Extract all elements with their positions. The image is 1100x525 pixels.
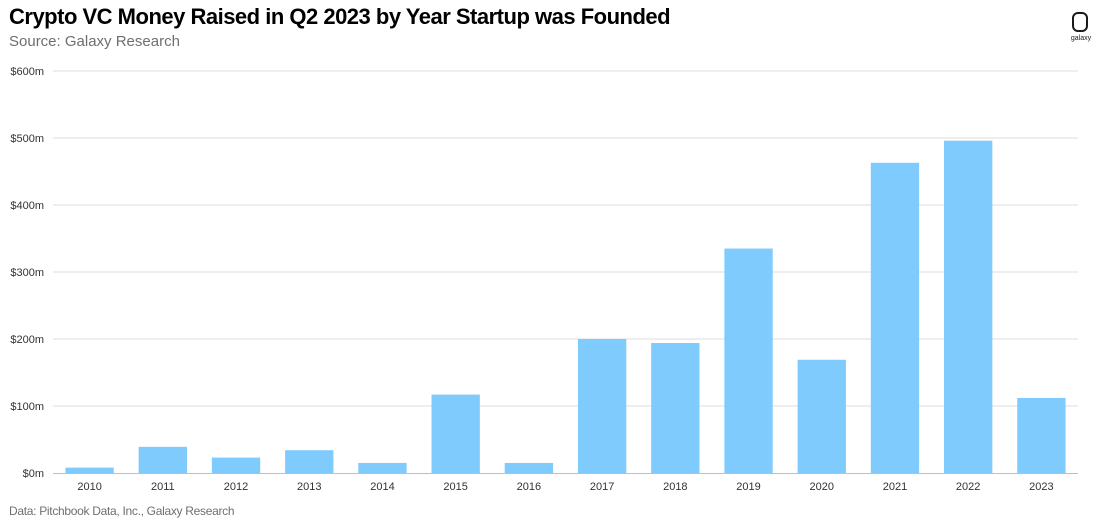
y-tick-label: $400m [10,200,44,212]
x-tick-label: 2021 [883,481,907,493]
x-tick-label: 2018 [663,481,687,493]
x-tick-label: 2012 [224,481,248,493]
y-tick-label: $300m [10,267,44,279]
bar-2017 [577,339,627,473]
x-tick-label: 2017 [590,481,614,493]
bar-2011 [138,446,187,473]
x-tick-label: 2022 [956,481,980,493]
bar-2014 [358,462,407,473]
y-tick-label: $0m [23,468,44,480]
bar-2012 [211,457,261,473]
x-tick-label: 2014 [370,481,394,493]
x-tick-label: 2023 [1029,481,1053,493]
y-tick-label: $100m [10,401,44,413]
x-tick-label: 2010 [77,481,101,493]
galaxy-logo-wordmark: galaxy [1070,35,1092,42]
y-tick-label: $500m [10,133,44,145]
bar-2015 [431,394,480,473]
y-tick-label: $200m [10,334,44,346]
bar-2022 [944,140,993,473]
x-tick-label: 2020 [810,481,834,493]
bar-2023 [1017,397,1066,473]
bar-2020 [797,359,846,473]
x-tick-label: 2011 [151,481,175,493]
galaxy-logo-icon [1072,12,1088,32]
x-tick-label: 2013 [297,481,321,493]
x-tick-label: 2016 [517,481,541,493]
bar-2010 [65,467,114,473]
chart-subtitle: Source: Galaxy Research [9,33,180,50]
y-axis-ticks: $0m $100m $200m $300m $400m $500m $600m [10,66,44,480]
x-tick-label: 2015 [443,481,467,493]
y-tick-label: $600m [10,66,44,78]
x-axis-ticks: 2010 2011 2012 2013 2014 2015 2016 2017 2018 2019… [77,481,1053,493]
data-source-footer: Data: Pitchbook Data, Inc., Galaxy Resea… [9,504,235,518]
gridlines [53,70,1078,407]
galaxy-logo: galaxy [1064,12,1098,48]
bar-2019 [724,248,773,473]
bars [65,140,1066,474]
bar-2018 [651,343,700,473]
bar-chart: $0m$100m$200m$300m$400m$500m$600m 2010 20… [10,66,1078,493]
x-tick-label: 2019 [736,481,760,493]
bar-2013 [285,450,334,473]
bar-2021 [870,162,920,474]
chart-title: Crypto VC Money Raised in Q2 2023 by Yea… [9,4,671,29]
bar-2016 [504,462,554,473]
